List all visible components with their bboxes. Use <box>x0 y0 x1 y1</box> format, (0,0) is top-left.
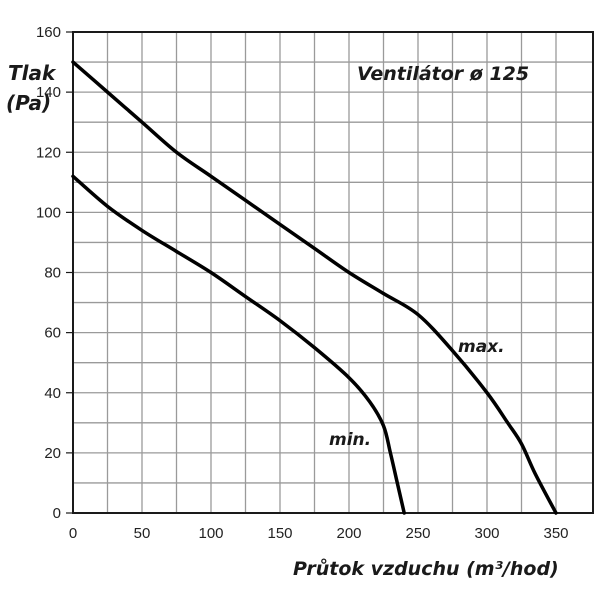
y-tick-label: 80 <box>44 265 61 282</box>
x-tick-label: 0 <box>69 525 77 542</box>
grid <box>73 32 593 513</box>
y-tick-label: 100 <box>36 204 61 221</box>
curves <box>71 60 558 515</box>
chart-title: Ventilátor ø 125 <box>357 63 529 85</box>
y-axis-ticks: 0 20 40 60 80 100 120 140 160 <box>36 24 73 522</box>
y-tick-label: 40 <box>44 385 61 402</box>
y-axis-label-line2: (Pa) <box>6 91 51 115</box>
x-tick-label: 300 <box>474 525 499 542</box>
y-tick-label: 0 <box>53 505 61 522</box>
x-axis-label: Průtok vzduchu (m³/hod) <box>293 557 559 580</box>
y-axis-label-line1: Tlak <box>8 61 57 85</box>
min-curve-label: min. <box>329 430 371 450</box>
x-tick-label: 350 <box>543 525 568 542</box>
curve-max <box>71 60 558 515</box>
x-tick-label: 100 <box>198 525 223 542</box>
curve-min <box>71 174 406 515</box>
y-tick-label: 60 <box>44 325 61 342</box>
y-tick-label: 20 <box>44 445 61 462</box>
x-tick-label: 150 <box>267 525 292 542</box>
x-axis-ticks: 0 50 100 150 200 250 300 350 <box>69 525 569 542</box>
y-tick-label: 160 <box>36 24 61 41</box>
max-curve-label: max. <box>458 337 505 357</box>
x-tick-label: 50 <box>134 525 151 542</box>
y-tick-label: 120 <box>36 144 61 161</box>
y-tick-label: 140 <box>36 84 61 101</box>
x-tick-label: 250 <box>405 525 430 542</box>
x-tick-label: 200 <box>336 525 361 542</box>
